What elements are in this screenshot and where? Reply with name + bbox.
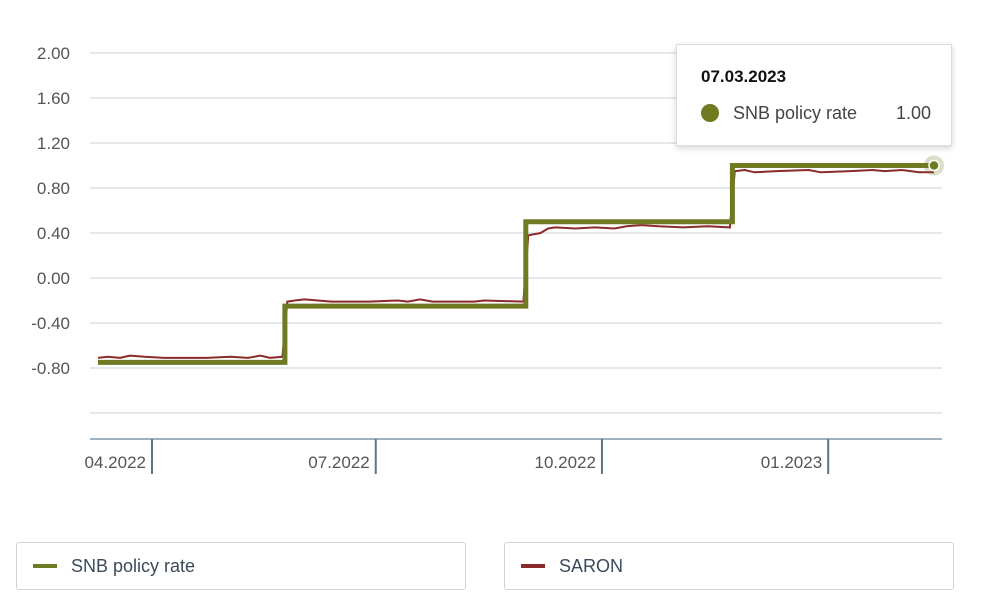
- y-tick-label: 1.60: [37, 89, 70, 108]
- y-tick-label: 2.00: [37, 44, 70, 63]
- hover-point: [928, 159, 940, 172]
- legend-item-snb-policy-rate[interactable]: SNB policy rate: [16, 542, 466, 590]
- y-tick-label: -0.80: [31, 359, 70, 378]
- x-tick-label: 07.2022: [308, 453, 369, 472]
- series-line-saron: [97, 168, 934, 359]
- x-tick-label: 01.2023: [761, 453, 822, 472]
- tooltip-series-name: SNB policy rate: [733, 102, 858, 123]
- y-axis: 2.00 1.60 1.20 0.80 0.40 0.00 -0.40 -0.80: [31, 44, 70, 378]
- series-line-snb-policy-rate: [98, 163, 934, 365]
- legend-label: SNB policy rate: [71, 555, 196, 576]
- x-axis: 04.2022 07.2022 10.2022 01.2023: [85, 438, 942, 474]
- tooltip-value: 1.00: [895, 102, 931, 123]
- legend-line-icon: [33, 564, 57, 568]
- x-tick-label: 04.2022: [85, 453, 146, 472]
- legend-label: SARON: [559, 555, 624, 576]
- legend-line-icon: [521, 564, 545, 568]
- legend-item-saron[interactable]: SARON: [504, 542, 954, 590]
- tooltip-row: SNB policy rate 1.00: [701, 101, 931, 125]
- tooltip: 07.03.2023 SNB policy rate 1.00: [676, 44, 952, 146]
- y-tick-label: 0.80: [37, 179, 70, 198]
- series-dot-icon: [701, 104, 719, 122]
- tooltip-date: 07.03.2023: [701, 67, 787, 86]
- x-tick-label: 10.2022: [535, 453, 596, 472]
- grid-lines: [90, 52, 942, 414]
- y-tick-label: 1.20: [37, 134, 70, 153]
- hover-marker: [924, 155, 944, 176]
- y-tick-label: -0.40: [31, 314, 70, 333]
- y-tick-label: 0.00: [37, 269, 70, 288]
- series-lines: [97, 163, 934, 365]
- y-tick-label: 0.40: [37, 224, 70, 243]
